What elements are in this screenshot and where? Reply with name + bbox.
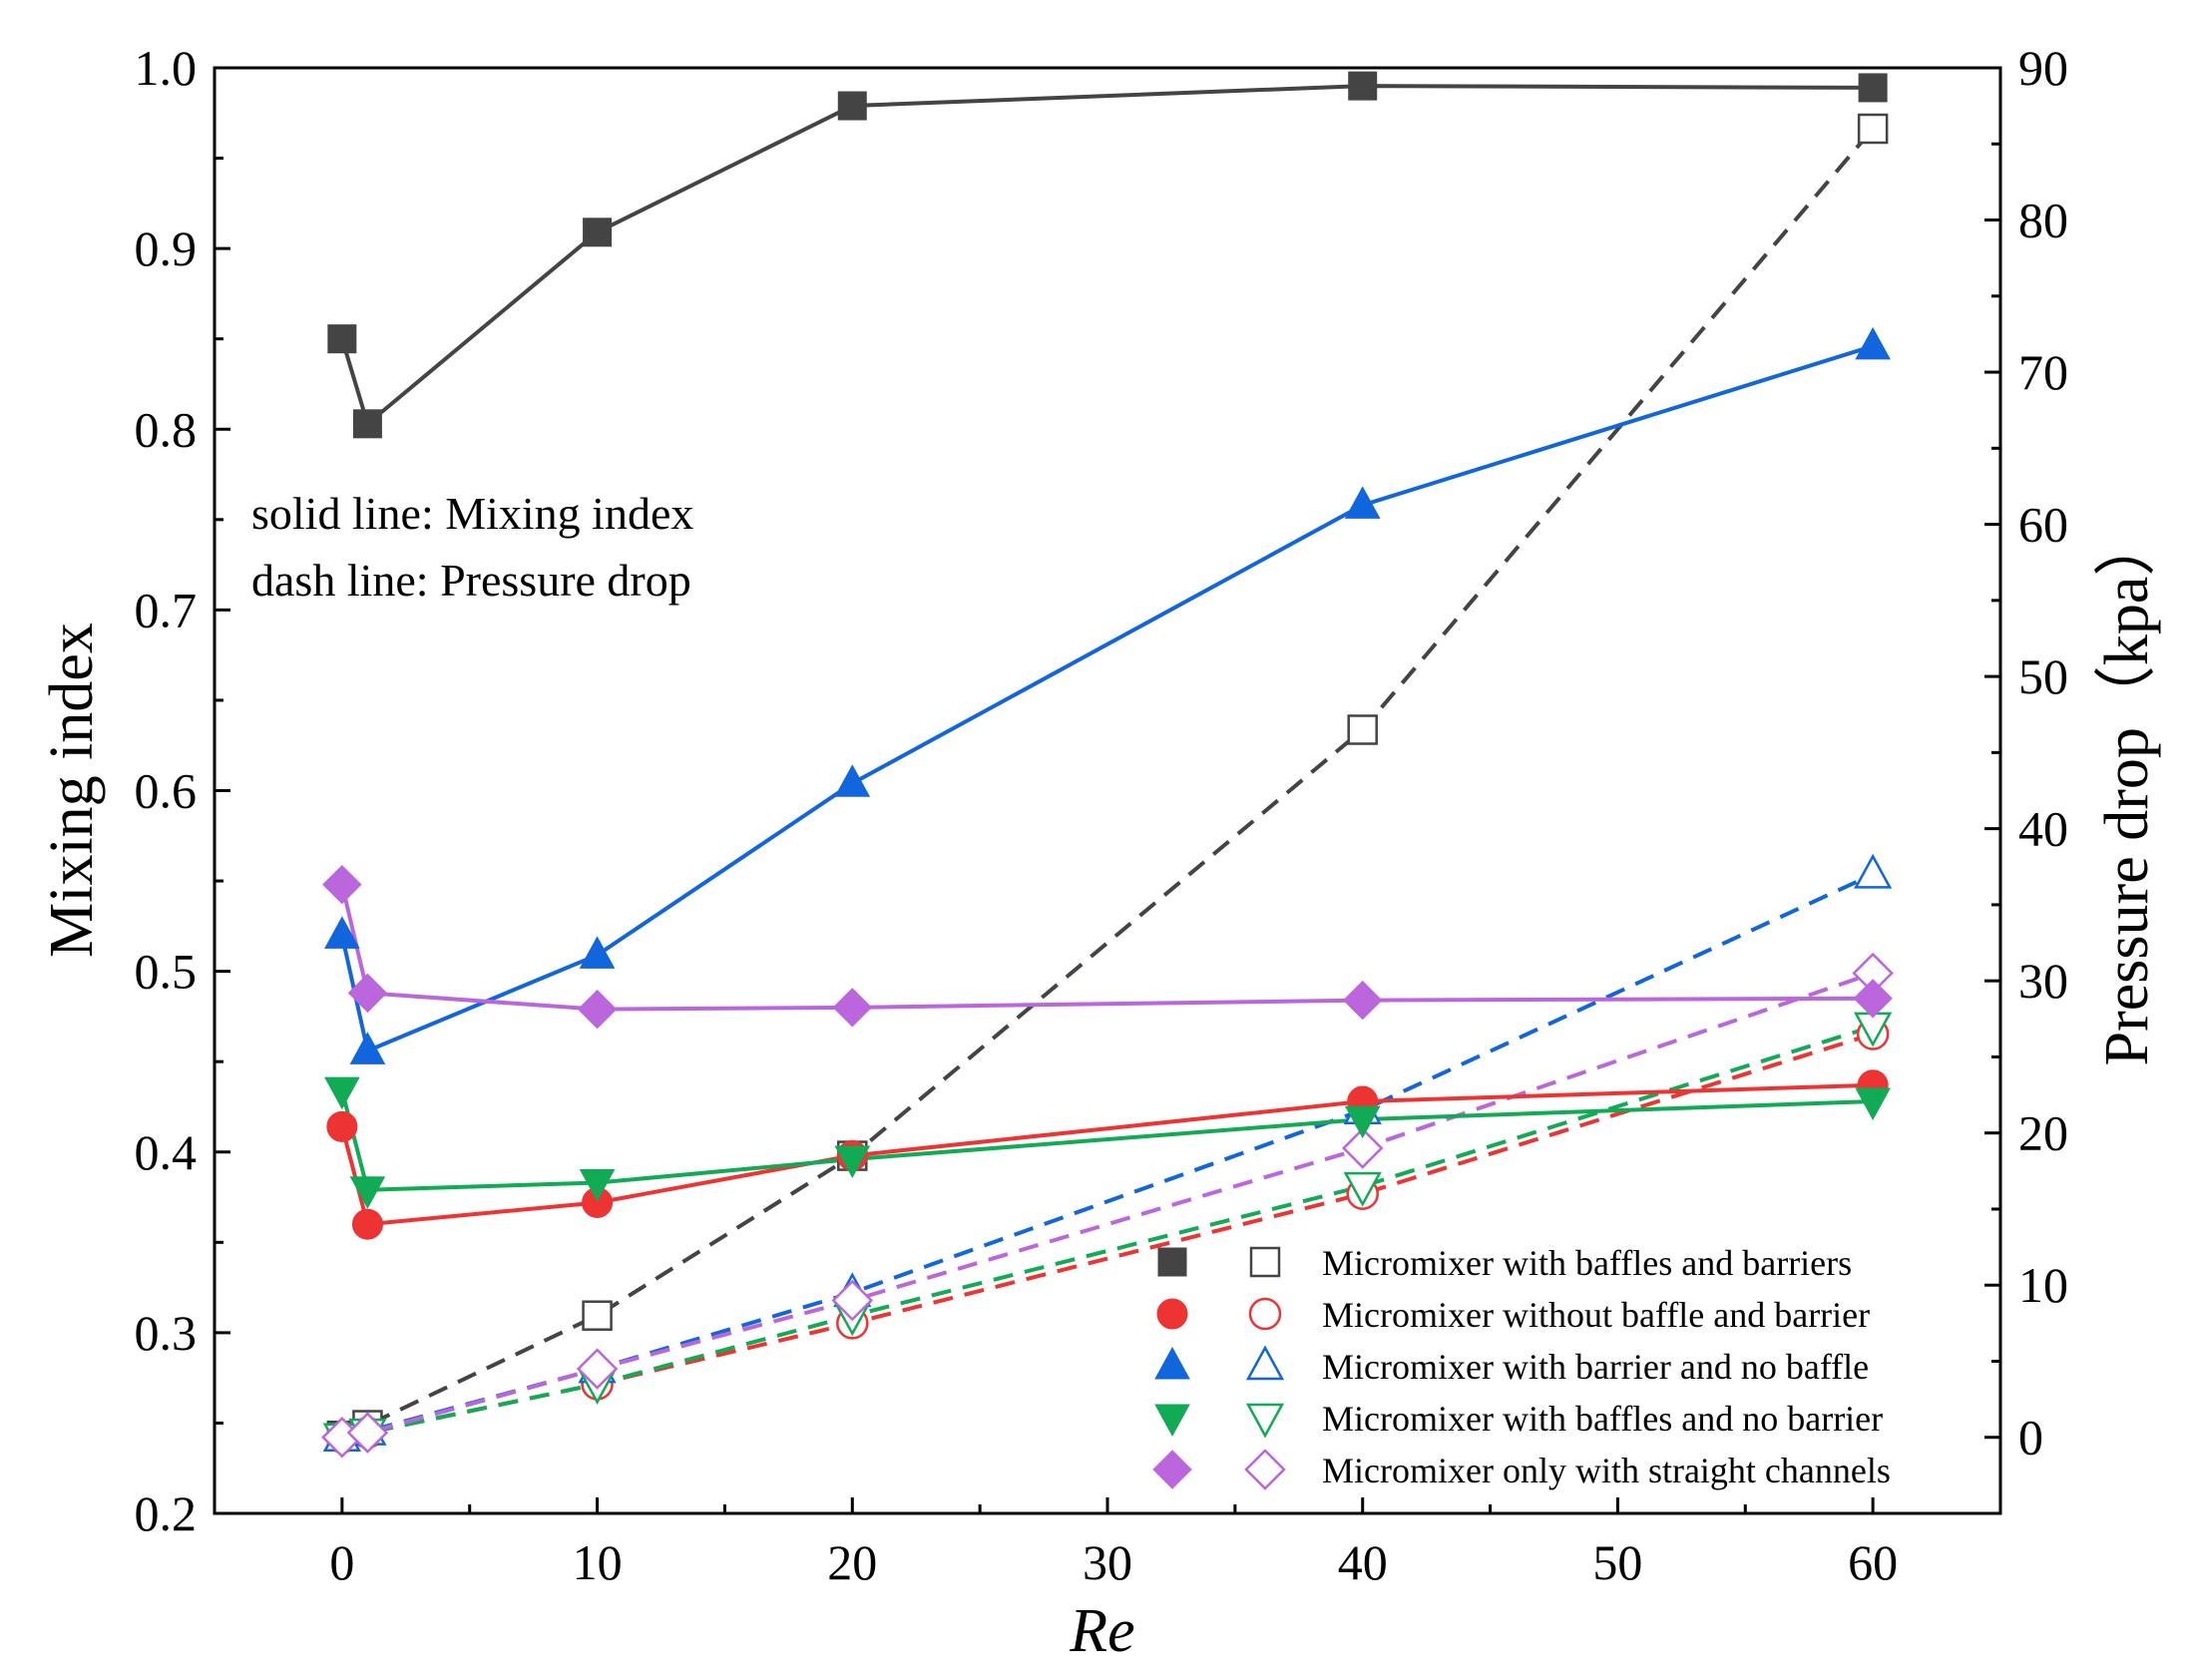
- y-left-tick-label: 0.8: [135, 401, 198, 457]
- mixing-line-triangle-down: [339, 1089, 1874, 1192]
- axis-ticks: [213, 66, 2002, 1515]
- x-tick-label: 40: [1338, 1534, 1388, 1590]
- mixing-point-triangle-up: [1855, 326, 1891, 360]
- legend-hollow-marker: [1245, 1403, 1285, 1439]
- mixing-point-triangle-up: [349, 1032, 386, 1064]
- mixing-point-triangle-down: [324, 1076, 360, 1110]
- pressure-point-triangle-down: [1343, 1171, 1382, 1207]
- x-tick-label: 50: [1592, 1534, 1642, 1590]
- legend-filled-marker: [1156, 1298, 1188, 1330]
- mixing-point-square: [583, 217, 613, 247]
- mixing-point-triangle-down: [1344, 1105, 1381, 1139]
- mixing-point-triangle-up: [579, 936, 616, 969]
- y-left-tick-label: 0.4: [135, 1124, 198, 1180]
- y-axis-right-label: Pressure drop（kpa）: [2093, 515, 2161, 1066]
- pressure-line-triangle-up: [341, 872, 1874, 1440]
- y-right-tick-label: 0: [2018, 1410, 2043, 1466]
- y-right-tick-label: 50: [2018, 648, 2068, 704]
- mixing-point-square: [352, 409, 382, 439]
- mixing-point-diamond: [322, 864, 362, 905]
- y-right-tick-label: 70: [2018, 344, 2068, 400]
- legend-label: Micromixer with baffles and barriers: [1322, 1243, 1852, 1283]
- y-left-tick-label: 0.9: [135, 220, 198, 276]
- pressure-point-diamond: [1341, 1127, 1384, 1169]
- pressure-point-diamond: [831, 1279, 874, 1322]
- mixing-line-triangle-up: [339, 344, 1874, 1054]
- y-left-tick-label: 0.2: [135, 1485, 198, 1541]
- y-right-tick-label: 20: [2018, 1105, 2068, 1161]
- y-left-tick-label: 0.3: [135, 1305, 198, 1361]
- pressure-line-triangle-down: [341, 1025, 1874, 1440]
- y-right-tick-label: 40: [2018, 801, 2068, 857]
- mixing-point-triangle-up: [834, 764, 871, 797]
- y-left-tick-label: 0.5: [135, 944, 198, 1000]
- y-right-tick-label: 80: [2018, 193, 2068, 248]
- mixing-point-diamond: [1343, 980, 1383, 1021]
- legend-filled-marker: [1157, 1247, 1187, 1277]
- tick-labels: 0 10 20 30 40 50 60 0.2 0.3 0.4 0.5 0.6 0.7 0.8 0.9 1.0…: [135, 40, 2069, 1590]
- mixing-point-triangle-down: [349, 1176, 386, 1209]
- legend-filled-marker: [1154, 1346, 1190, 1380]
- mixing-line-circle: [339, 1082, 1874, 1227]
- mixing-point-diamond: [577, 989, 618, 1030]
- mixing-point-diamond: [347, 973, 388, 1014]
- x-axis-label: Re: [1069, 1597, 1134, 1665]
- legend-label: Micromixer without baffle and barrier: [1322, 1295, 1870, 1335]
- pressure-line-diamond: [341, 971, 1874, 1440]
- x-tick-label: 30: [1083, 1534, 1132, 1590]
- pressure-line-circle: [341, 1032, 1874, 1440]
- mixing-point-square: [1348, 71, 1378, 101]
- y-right-tick-label: 30: [2018, 953, 2068, 1009]
- mixing-point-triangle-down: [1855, 1087, 1891, 1121]
- legend-hollow-marker: [1249, 1246, 1281, 1278]
- legend-filled-marker: [1152, 1450, 1192, 1489]
- legend-label: Micromixer with baffles and no barrier: [1322, 1399, 1883, 1439]
- mixing-point-diamond: [832, 988, 872, 1028]
- pressure-line-square: [341, 127, 1875, 1439]
- legend-filled-marker: [1154, 1404, 1190, 1438]
- x-tick-label: 60: [1848, 1534, 1898, 1590]
- y-right-tick-label: 10: [2018, 1257, 2068, 1313]
- mixing-point-square: [837, 91, 867, 121]
- pressure-point-square: [582, 1300, 613, 1331]
- x-tick-label: 0: [329, 1534, 354, 1590]
- x-tick-label: 10: [573, 1534, 623, 1590]
- mixing-point-circle: [326, 1110, 358, 1142]
- y-left-tick-label: 0.6: [135, 763, 198, 819]
- mixing-point-diamond: [1853, 979, 1893, 1019]
- mixing-point-triangle-up: [1344, 486, 1381, 519]
- pressure-point-square: [1857, 113, 1889, 145]
- pressure-point-square: [1347, 714, 1378, 745]
- x-tick-label: 20: [827, 1534, 877, 1590]
- series-lines: [339, 84, 1875, 1440]
- y-left-tick-label: 0.7: [135, 582, 198, 637]
- legend-hollow-marker: [1244, 1449, 1286, 1490]
- legend-hollow-marker: [1248, 1297, 1282, 1331]
- legend-label: Micromixer only with straight channels: [1322, 1451, 1891, 1490]
- legend-hollow-marker: [1245, 1345, 1285, 1381]
- pressure-point-triangle-up: [1854, 853, 1893, 889]
- legend: Micromixer with baffles and barriers Micr…: [1152, 1243, 1891, 1490]
- pressure-point-diamond: [346, 1412, 389, 1454]
- mixing-line-square: [339, 84, 1874, 428]
- pressure-point-diamond: [576, 1348, 619, 1390]
- y-left-tick-label: 1.0: [135, 40, 198, 96]
- mixing-point-square: [327, 324, 357, 354]
- annotation-line-2: dash line: Pressure drop: [251, 555, 691, 606]
- y-right-tick-label: 60: [2018, 497, 2068, 553]
- mixing-point-triangle-up: [324, 916, 360, 949]
- mixing-point-triangle-down: [834, 1145, 871, 1179]
- legend-label: Micromixer with barrier and no baffle: [1322, 1347, 1869, 1387]
- y-axis-left-label: Mixing index: [38, 623, 106, 958]
- mixing-point-square: [1858, 73, 1888, 103]
- mixing-line-diamond: [339, 884, 1874, 1012]
- y-right-tick-label: 90: [2018, 40, 2068, 96]
- annotation-line-1: solid line: Mixing index: [251, 488, 693, 539]
- series-markers: [321, 71, 1894, 1459]
- mixing-point-triangle-down: [579, 1169, 616, 1202]
- mixing-point-circle: [351, 1208, 383, 1240]
